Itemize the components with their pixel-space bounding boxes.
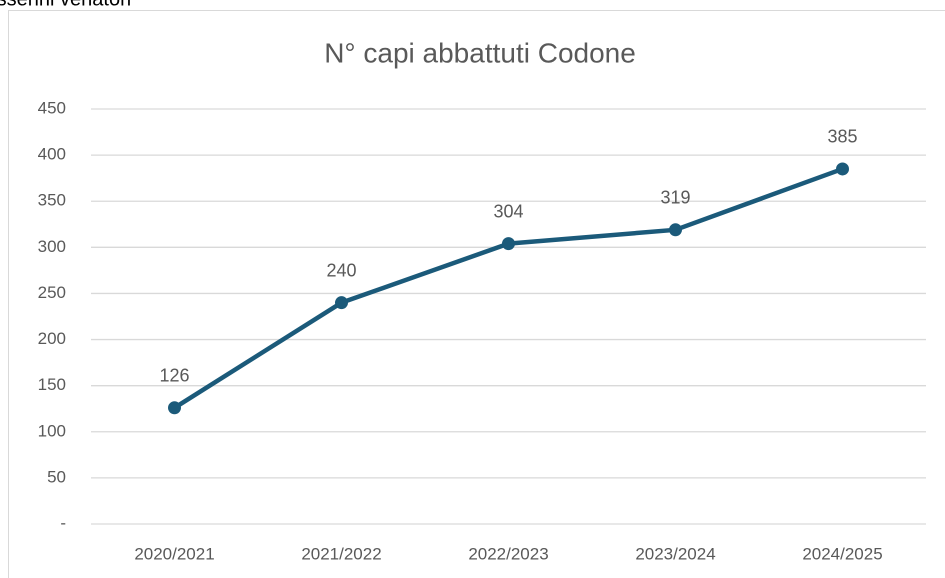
x-tick-label: 2024/2025	[802, 544, 882, 563]
marker	[669, 223, 682, 237]
y-tick-label: 400	[38, 145, 66, 164]
y-tick-label: 150	[38, 375, 66, 394]
y-tick-label: 100	[38, 421, 66, 440]
y-tick-label: 250	[38, 283, 66, 302]
marker	[836, 162, 849, 176]
x-tick-label: 2020/2021	[134, 544, 214, 563]
chart-title: N° capi abbattuti Codone	[324, 37, 636, 68]
data-label: 319	[660, 188, 690, 208]
y-tick-label: 350	[38, 191, 66, 210]
caption: tesserini venatori	[0, 0, 131, 10]
data-label: 304	[493, 201, 523, 221]
y-tick-label: 450	[38, 98, 66, 117]
data-label: 126	[159, 366, 189, 386]
marker	[168, 401, 181, 415]
marker	[502, 237, 515, 251]
chart-frame	[8, 10, 945, 578]
y-tick-label: 50	[47, 467, 66, 486]
x-tick-label: 2021/2022	[301, 544, 381, 563]
y-tick-label: -	[60, 513, 66, 532]
x-tick-label: 2023/2024	[635, 544, 715, 563]
y-tick-label: 200	[38, 329, 66, 348]
data-label: 385	[827, 127, 857, 147]
marker	[335, 296, 348, 310]
y-tick-label: 300	[38, 237, 66, 256]
data-label: 240	[326, 260, 356, 280]
x-tick-label: 2022/2023	[468, 544, 548, 563]
